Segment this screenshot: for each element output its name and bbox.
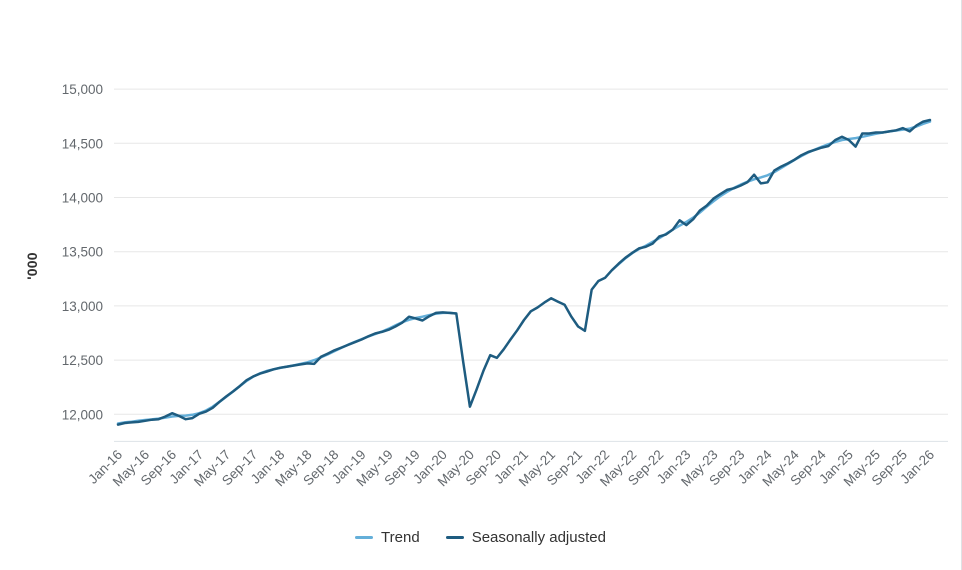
- series-line-trend: [116, 120, 932, 425]
- y-tick-label: 14,500: [62, 136, 103, 151]
- y-tick-label: 15,000: [62, 82, 103, 97]
- chart-legend: Trend Seasonally adjusted: [0, 522, 961, 552]
- trend-line-marker-icon: [355, 535, 374, 539]
- y-tick-label: 14,000: [62, 191, 103, 206]
- y-tick-label: 13,000: [62, 299, 103, 314]
- legend-item-seasonally-adjusted[interactable]: Seasonally adjusted: [445, 528, 606, 546]
- y-axis-title: '000: [24, 252, 40, 280]
- seasonally-adjusted-line-marker-icon: [445, 535, 464, 539]
- legend-label-trend: Trend: [381, 528, 420, 546]
- legend-label-seasonally-adjusted: Seasonally adjusted: [471, 528, 606, 546]
- series-line-seasonally-adjusted: [116, 118, 932, 426]
- legend-item-trend[interactable]: Trend: [355, 529, 420, 546]
- y-tick-label: 12,000: [62, 407, 103, 422]
- y-tick-label: 13,500: [62, 245, 103, 260]
- y-tick-label: 12,500: [62, 353, 103, 368]
